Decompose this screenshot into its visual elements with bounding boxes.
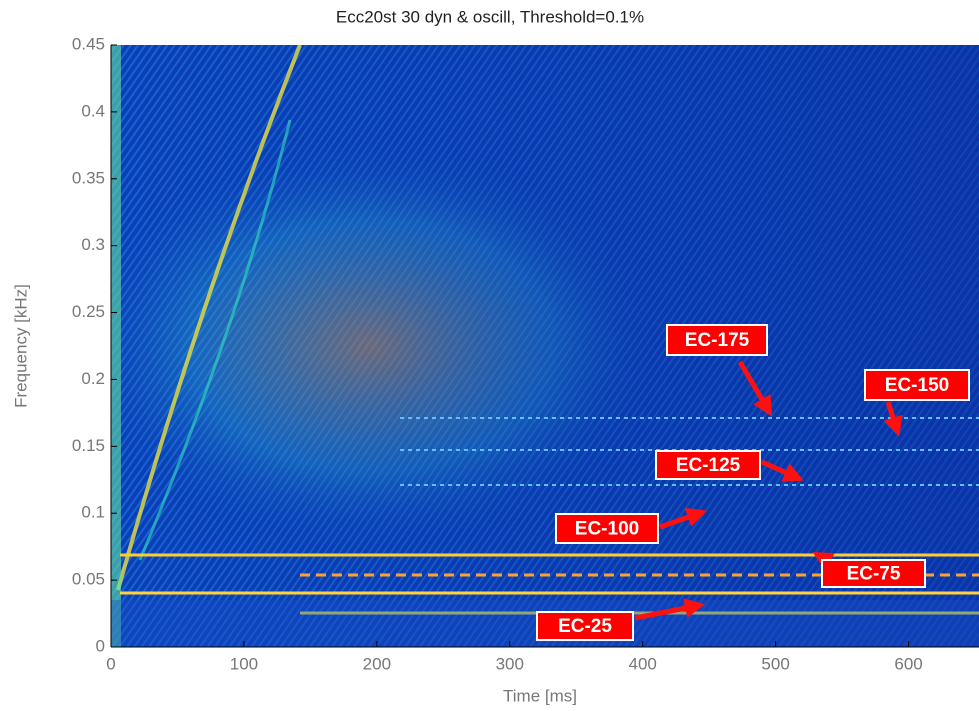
y-tick-label: 0.05 [72, 570, 105, 589]
y-tick-label: 0.35 [72, 168, 105, 187]
y-tick-label: 0.45 [72, 34, 105, 53]
x-tick-label: 600 [894, 654, 922, 673]
annotation: EC-150 [885, 375, 949, 396]
x-tick-label: 200 [363, 654, 391, 673]
y-tick-label: 0 [96, 636, 105, 655]
annotation-arrow [634, 598, 705, 621]
chart-title: Ecc20st 30 dyn & oscill, Threshold=0.1% [336, 7, 644, 26]
x-tick-label: 300 [496, 654, 524, 673]
annotation: EC-125 [676, 455, 741, 476]
annotation-box [864, 369, 970, 401]
y-tick-label: 0.25 [72, 302, 105, 321]
annotation: EC-75 [847, 564, 901, 585]
x-tick-label: 100 [230, 654, 258, 673]
y-tick-label: 0.2 [81, 369, 105, 388]
annotation-box [536, 611, 634, 641]
annotation: EC-175 [685, 330, 750, 351]
y-tick-label: 0.1 [81, 503, 105, 522]
y-tick-label: 0.15 [72, 436, 105, 455]
annotation-box [655, 450, 761, 480]
annotation-box [555, 513, 659, 544]
spectrogram [111, 44, 979, 647]
annotation-box [666, 324, 768, 356]
annotation-arrow [659, 507, 707, 530]
annotation-arrow [760, 459, 804, 482]
y-axis-label: Frequency [kHz] [11, 284, 30, 408]
y-tick-label: 0.3 [81, 235, 105, 254]
x-tick-label: 0 [106, 654, 115, 673]
y-tick-label: 0.4 [81, 101, 105, 120]
annotation: EC-25 [558, 616, 612, 637]
x-tick-label: 400 [629, 654, 657, 673]
annotation-arrow [883, 401, 903, 437]
annotation-box [821, 559, 926, 588]
annotation-arrow [737, 360, 773, 417]
annotation: EC-100 [575, 519, 639, 540]
x-tick-label: 500 [761, 654, 789, 673]
x-axis-label: Time [ms] [503, 686, 577, 705]
